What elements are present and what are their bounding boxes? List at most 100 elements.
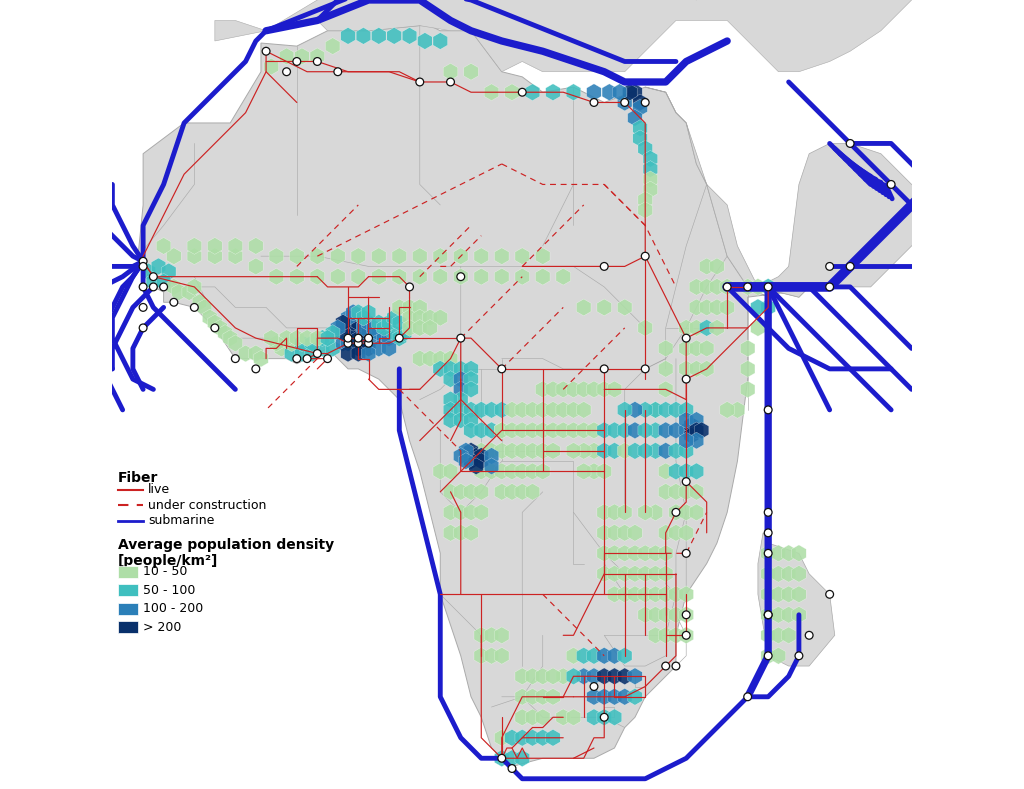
Polygon shape — [228, 237, 243, 254]
Polygon shape — [464, 402, 478, 418]
Polygon shape — [377, 330, 391, 346]
Polygon shape — [628, 110, 642, 126]
Polygon shape — [645, 87, 932, 297]
Polygon shape — [684, 427, 698, 444]
Polygon shape — [771, 566, 785, 582]
Polygon shape — [269, 248, 284, 264]
Polygon shape — [474, 268, 488, 285]
Polygon shape — [454, 248, 468, 264]
Polygon shape — [474, 402, 488, 418]
Polygon shape — [658, 381, 673, 398]
Polygon shape — [346, 335, 360, 352]
Polygon shape — [351, 324, 366, 342]
Polygon shape — [658, 627, 673, 644]
Polygon shape — [617, 566, 632, 582]
Polygon shape — [433, 309, 447, 326]
Circle shape — [354, 335, 362, 342]
Circle shape — [825, 263, 834, 271]
Polygon shape — [515, 484, 529, 500]
Polygon shape — [351, 248, 366, 264]
Polygon shape — [740, 361, 755, 377]
Polygon shape — [418, 32, 432, 50]
Polygon shape — [566, 667, 581, 685]
Polygon shape — [464, 381, 478, 398]
Circle shape — [743, 693, 752, 701]
Polygon shape — [566, 381, 581, 398]
Polygon shape — [740, 381, 755, 398]
Polygon shape — [623, 84, 637, 101]
Polygon shape — [699, 258, 714, 275]
Polygon shape — [454, 268, 468, 285]
Polygon shape — [669, 422, 683, 439]
Polygon shape — [351, 304, 366, 321]
Text: live: live — [148, 484, 170, 496]
Polygon shape — [336, 335, 350, 352]
Polygon shape — [761, 648, 775, 664]
Polygon shape — [392, 299, 407, 316]
Circle shape — [365, 339, 373, 347]
Polygon shape — [280, 330, 294, 346]
Polygon shape — [679, 525, 693, 541]
Polygon shape — [546, 443, 560, 459]
Text: submarine: submarine — [148, 514, 215, 527]
Polygon shape — [658, 525, 673, 541]
Polygon shape — [433, 248, 447, 264]
Polygon shape — [295, 48, 309, 65]
Circle shape — [641, 365, 649, 372]
Polygon shape — [367, 320, 381, 336]
Polygon shape — [392, 330, 407, 346]
Polygon shape — [658, 484, 673, 500]
Polygon shape — [633, 99, 647, 116]
Polygon shape — [740, 340, 755, 357]
Polygon shape — [781, 566, 796, 582]
Polygon shape — [679, 422, 693, 439]
Polygon shape — [454, 381, 468, 398]
Polygon shape — [587, 667, 601, 685]
Polygon shape — [536, 268, 550, 285]
Polygon shape — [758, 533, 835, 666]
Polygon shape — [761, 607, 775, 623]
Circle shape — [764, 611, 772, 619]
Polygon shape — [607, 648, 622, 664]
Polygon shape — [536, 248, 550, 264]
Polygon shape — [525, 422, 540, 439]
Polygon shape — [638, 320, 652, 336]
Polygon shape — [771, 545, 785, 562]
Polygon shape — [607, 525, 622, 541]
Circle shape — [498, 365, 506, 372]
Polygon shape — [346, 314, 360, 331]
Polygon shape — [669, 607, 683, 623]
Polygon shape — [525, 84, 540, 101]
Polygon shape — [607, 688, 622, 705]
Polygon shape — [464, 525, 478, 541]
Polygon shape — [566, 709, 581, 726]
Circle shape — [682, 631, 690, 639]
Polygon shape — [315, 330, 330, 346]
Circle shape — [406, 283, 414, 291]
Polygon shape — [413, 268, 427, 285]
Polygon shape — [372, 314, 386, 331]
Polygon shape — [597, 381, 611, 398]
Polygon shape — [382, 314, 396, 331]
Polygon shape — [633, 94, 647, 111]
Polygon shape — [679, 340, 693, 357]
Polygon shape — [515, 443, 529, 459]
Polygon shape — [556, 422, 570, 439]
Polygon shape — [648, 545, 663, 562]
Circle shape — [764, 549, 772, 557]
Polygon shape — [464, 443, 478, 459]
Polygon shape — [413, 248, 427, 264]
Polygon shape — [326, 38, 340, 54]
Circle shape — [139, 263, 147, 271]
Polygon shape — [454, 447, 468, 465]
Polygon shape — [658, 545, 673, 562]
Polygon shape — [290, 330, 304, 346]
Polygon shape — [525, 484, 540, 500]
Polygon shape — [336, 324, 350, 342]
Polygon shape — [699, 279, 714, 295]
Polygon shape — [423, 309, 437, 326]
Circle shape — [805, 631, 813, 639]
Polygon shape — [484, 84, 499, 101]
Polygon shape — [689, 361, 703, 377]
Circle shape — [672, 508, 680, 516]
